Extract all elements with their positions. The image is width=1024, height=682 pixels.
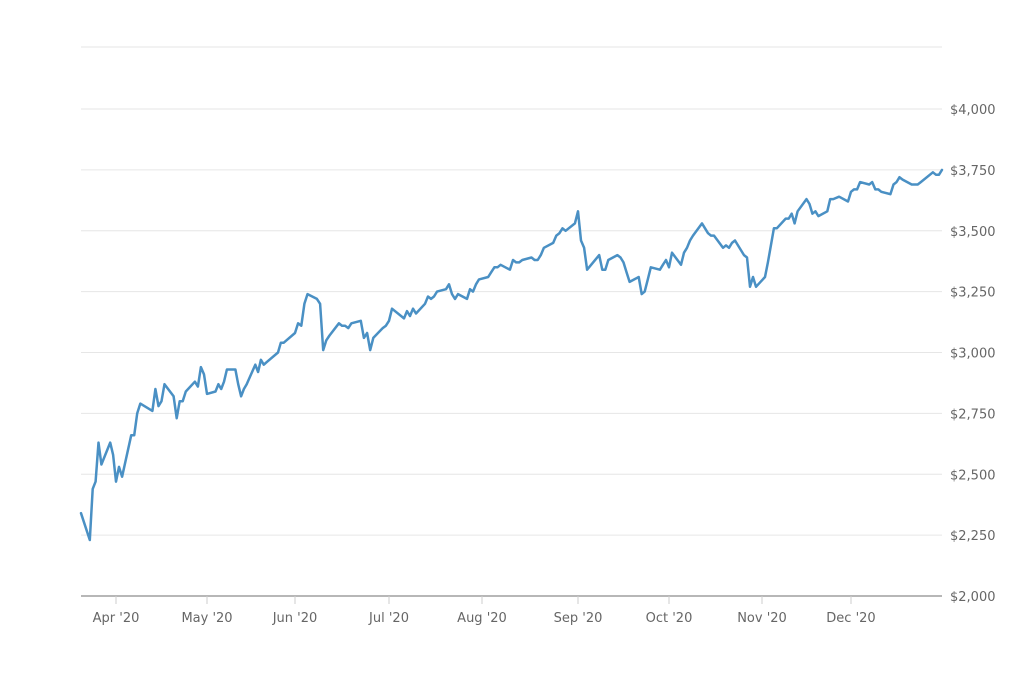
y-tick-label: $2,250 [950,529,996,544]
price-line [79,168,944,542]
y-tick-label: $2,500 [950,468,996,483]
y-tick-label: $3,500 [950,225,996,240]
y-tick-label: $2,000 [950,590,996,605]
x-tick-label: May '20 [181,611,232,626]
y-tick-label: $3,250 [950,286,996,301]
x-tick-label: Sep '20 [554,611,603,626]
x-tick-label: Nov '20 [737,611,787,626]
y-tick-label: $4,000 [950,103,996,118]
x-tick-label: Dec '20 [826,611,875,626]
x-tick-label: Oct '20 [646,611,693,626]
x-tick-label: Aug '20 [457,611,507,626]
x-tick-label: Jun '20 [272,611,318,626]
y-axis-labels: $2,000 $2,250 $2,500 $2,750 $3,000 $3,250 $3,5… [950,103,996,605]
gridlines [81,46,942,536]
y-tick-label: $3,000 [950,347,996,362]
x-tick-label: Apr '20 [93,611,140,626]
y-tick-label: $3,750 [950,164,996,179]
x-axis: Apr '20 May '20 Jun '20 Jul '20 Aug '20 Sep '… [81,595,942,626]
y-tick-label: $2,750 [950,407,996,422]
x-tick-label: Jul '20 [368,611,409,626]
